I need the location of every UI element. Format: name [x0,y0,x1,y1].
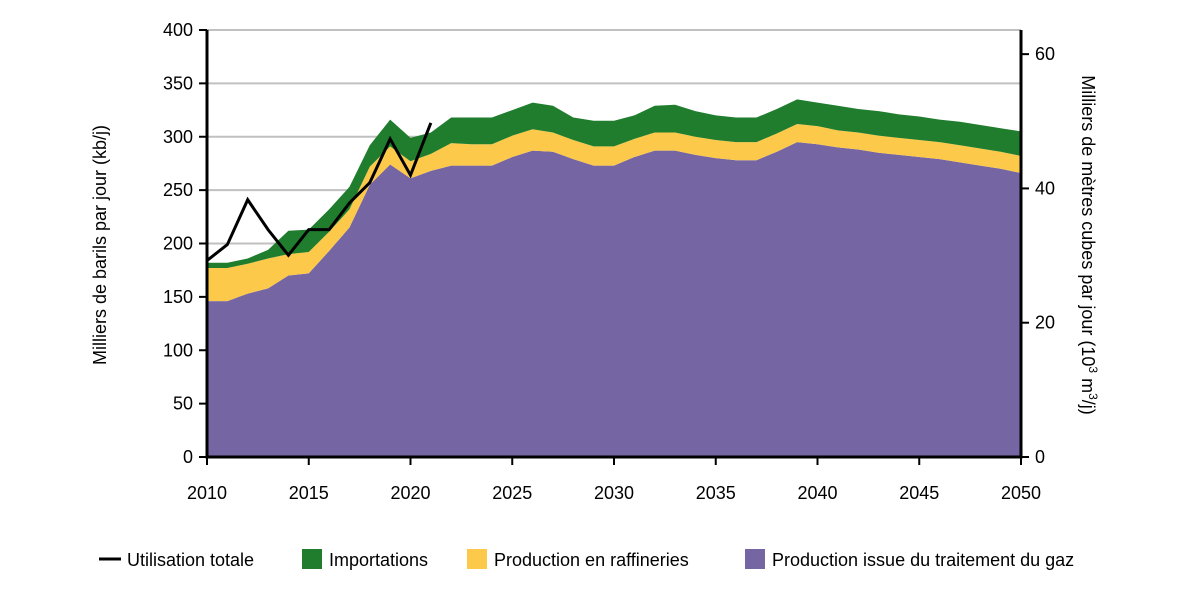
area-gas-processing [207,142,1021,457]
stacked-areas [207,99,1021,457]
legend-label-imports: Importations [329,550,428,570]
y2-tick-label-20: 20 [1035,313,1055,333]
area-refinery-production [207,123,1021,302]
y-axis-ticks: 0 50 100 150 200 250 300 350 400 [163,20,207,467]
x-axis-ticks: 2010 2015 2020 2025 2030 2035 2040 2045 2050 [187,457,1041,503]
y-tick-label-200: 200 [163,234,193,254]
y-tick-label-400: 400 [163,20,193,40]
y-tick-label-50: 50 [173,394,193,414]
y2-title-part1: Milliers de mètres cubes par jour (10 [1078,75,1098,366]
x-tick-label-2050: 2050 [1001,483,1041,503]
x-tick-label-2010: 2010 [187,483,227,503]
y2-title-sup2: 3 [1086,393,1100,400]
legend-swatch-refinery [467,549,487,569]
area-imports [207,99,1021,269]
total-usage-line [206,122,433,262]
x-tick-label-2015: 2015 [289,483,329,503]
total-usage-line-group [206,122,433,262]
y-axis-title: Milliers de barils par jour (kb/j) [90,125,110,365]
legend: Utilisation totale Importations Producti… [99,549,1074,570]
y2-title-part3: /j) [1078,400,1098,415]
x-tick-label-2020: 2020 [390,483,430,503]
legend-label-refinery: Production en raffineries [494,550,689,570]
x-tick-label-2035: 2035 [696,483,736,503]
legend-label-gas-processing: Production issue du traitement du gaz [772,550,1074,570]
y-tick-label-350: 350 [163,73,193,93]
y2-title-sup1: 3 [1086,366,1100,373]
y2-axis-ticks: 0 20 40 60 [1021,44,1055,467]
legend-swatch-imports [302,549,322,569]
y2-tick-label-60: 60 [1035,44,1055,64]
legend-swatch-gas-processing [745,549,765,569]
y-tick-label-300: 300 [163,127,193,147]
y2-title-part2: m [1078,373,1098,393]
y2-tick-label-0: 0 [1035,447,1045,467]
y2-tick-label-40: 40 [1035,178,1055,198]
legend-label-total-usage: Utilisation totale [127,550,254,570]
y-tick-label-100: 100 [163,340,193,360]
x-tick-label-2040: 2040 [797,483,837,503]
y-tick-label-0: 0 [183,447,193,467]
y2-axis-title: Milliers de mètres cubes par jour (103 m… [1078,75,1100,415]
x-tick-label-2030: 2030 [594,483,634,503]
x-tick-label-2045: 2045 [899,483,939,503]
y-tick-label-250: 250 [163,180,193,200]
y-tick-label-150: 150 [163,287,193,307]
x-tick-label-2025: 2025 [492,483,532,503]
